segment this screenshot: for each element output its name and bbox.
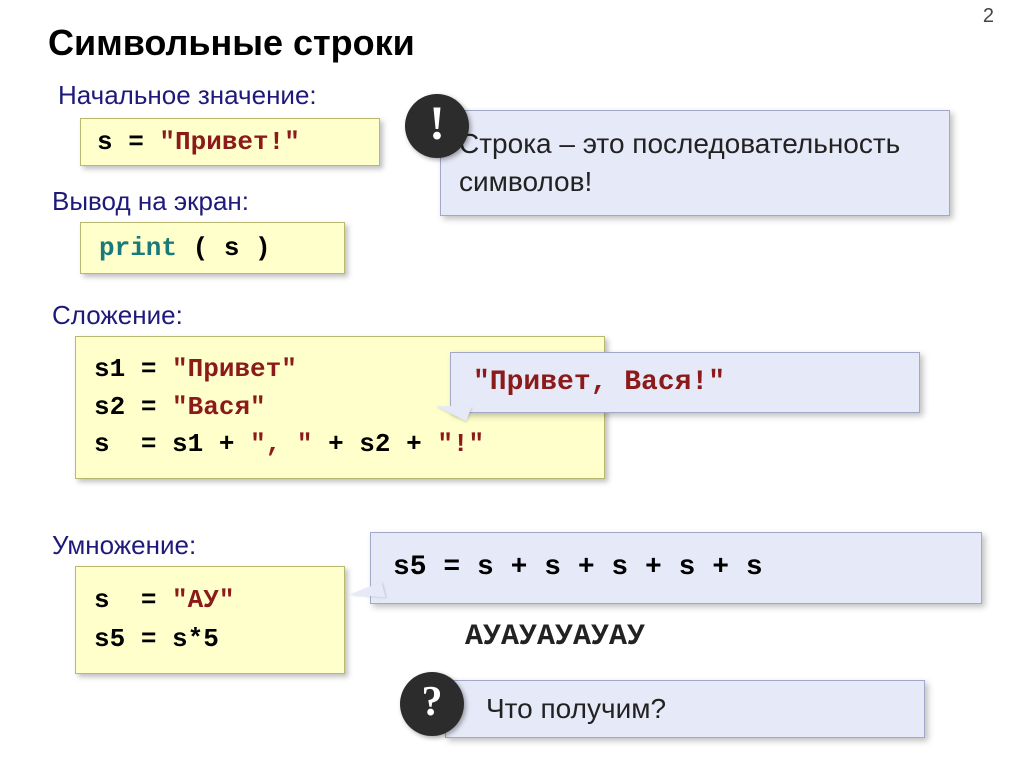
code-mult: s = "АУ" s5 = s*5 xyxy=(75,566,345,674)
code-plus: + xyxy=(312,429,359,459)
code-eq: = xyxy=(113,127,160,157)
code-var: s2 xyxy=(94,392,125,422)
code-str: "!" xyxy=(437,429,484,459)
code-expr: s*5 xyxy=(172,624,219,654)
code-initial: s = "Привет!" xyxy=(80,118,380,166)
code-str: "АУ" xyxy=(172,585,234,615)
code-var: s xyxy=(94,585,125,615)
code-var: s xyxy=(94,429,125,459)
code-str: "Привет" xyxy=(172,354,297,384)
code-plus: + xyxy=(203,429,250,459)
code-var: s5 xyxy=(94,624,141,654)
info-callout: Строка – это последовательность символов… xyxy=(440,110,950,216)
code-eq: = xyxy=(125,354,172,384)
code-str: "Вася" xyxy=(172,392,266,422)
code-var: s2 xyxy=(359,429,390,459)
output-result: АУАУАУАУАУ xyxy=(465,620,645,654)
subtitle-mult: Умножение: xyxy=(52,530,196,561)
speech-result-concat: "Привет, Вася!" xyxy=(450,352,920,413)
code-eq: = xyxy=(125,392,172,422)
page-number: 2 xyxy=(983,5,994,28)
code-eq: = xyxy=(125,585,172,615)
code-str: ", " xyxy=(250,429,312,459)
code-plus: + xyxy=(391,429,438,459)
subtitle-concat: Сложение: xyxy=(52,300,183,331)
code-var: s1 xyxy=(94,354,125,384)
subtitle-output: Вывод на экран: xyxy=(52,186,249,217)
speech-expand-mult: s5 = s + s + s + s + s xyxy=(370,532,982,604)
code-print: print ( s ) xyxy=(80,222,345,274)
code-paren: ) xyxy=(239,233,270,263)
code-eq: = xyxy=(125,429,172,459)
code-var: s xyxy=(224,233,240,263)
subtitle-initial: Начальное значение: xyxy=(58,80,317,111)
code-var: s1 xyxy=(172,429,203,459)
question-callout: Что получим? xyxy=(445,680,925,738)
code-paren: ( xyxy=(177,233,224,263)
code-eq: = xyxy=(141,624,172,654)
exclaim-icon: ! xyxy=(405,94,469,158)
main-title: Символьные строки xyxy=(48,22,415,64)
code-func: print xyxy=(99,233,177,263)
code-var: s xyxy=(97,127,113,157)
code-str: "Привет!" xyxy=(159,127,299,157)
question-icon: ? xyxy=(400,672,464,736)
